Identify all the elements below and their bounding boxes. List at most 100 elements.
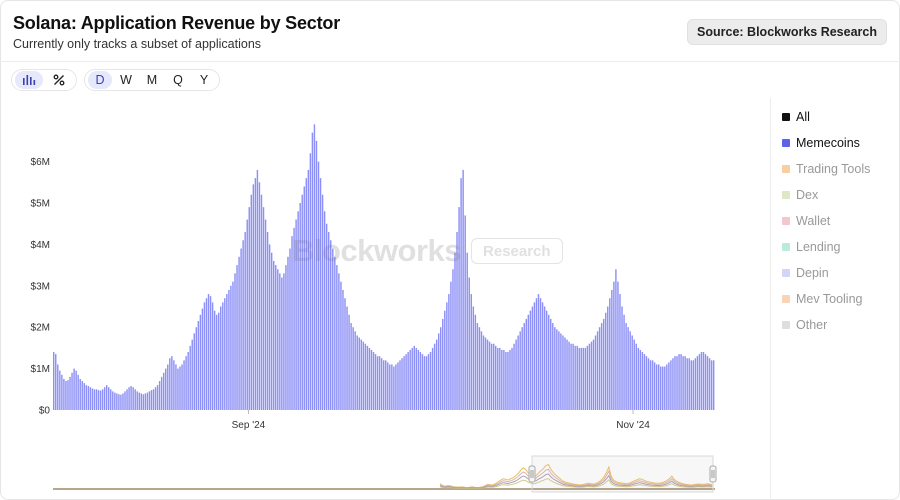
bar[interactable] [513, 343, 515, 410]
bar[interactable] [425, 356, 428, 410]
bar[interactable] [205, 298, 208, 410]
bar[interactable] [690, 360, 692, 410]
bar[interactable] [342, 289, 344, 410]
bar[interactable] [492, 343, 495, 410]
bar[interactable] [458, 207, 460, 410]
bar[interactable] [321, 194, 324, 410]
bar[interactable] [649, 360, 652, 410]
bar[interactable] [311, 132, 314, 410]
bar[interactable] [260, 194, 263, 410]
bar[interactable] [605, 312, 607, 410]
bar[interactable] [657, 364, 660, 410]
bar[interactable] [270, 252, 273, 410]
bar[interactable] [617, 281, 619, 410]
bar[interactable] [660, 366, 662, 410]
bar[interactable] [268, 244, 271, 410]
bar[interactable] [110, 389, 112, 410]
bar[interactable] [574, 345, 576, 410]
bar[interactable] [193, 333, 195, 410]
percent-button[interactable] [45, 71, 73, 89]
bar[interactable] [250, 194, 253, 410]
bar[interactable] [456, 231, 458, 410]
bar[interactable] [609, 298, 611, 410]
bar[interactable] [238, 256, 240, 410]
bar[interactable] [566, 339, 568, 410]
bar[interactable] [578, 347, 580, 410]
bar[interactable] [460, 178, 462, 410]
bar[interactable] [501, 349, 503, 410]
bar[interactable] [541, 302, 544, 410]
bar[interactable] [710, 360, 713, 410]
navigator-left-handle[interactable] [528, 465, 536, 483]
bar[interactable] [568, 341, 570, 410]
bar[interactable] [497, 347, 499, 410]
bar[interactable] [543, 306, 546, 411]
bar[interactable] [466, 252, 468, 410]
bar[interactable] [533, 302, 536, 410]
bar[interactable] [507, 352, 509, 410]
bar[interactable] [138, 392, 140, 410]
bar[interactable] [75, 370, 77, 410]
bar[interactable] [592, 339, 595, 410]
bar[interactable] [272, 260, 275, 410]
bar[interactable] [476, 323, 479, 410]
bar[interactable] [678, 354, 680, 410]
bar[interactable] [79, 378, 81, 410]
legend-item-other[interactable]: Other [782, 312, 870, 338]
bar[interactable] [360, 339, 363, 410]
source-button[interactable]: Source: Blockworks Research [687, 19, 887, 45]
bar[interactable] [112, 391, 114, 410]
bar[interactable] [277, 269, 279, 410]
range-button-q[interactable]: Q [173, 73, 183, 87]
bar[interactable] [325, 223, 328, 410]
bar[interactable] [142, 394, 145, 410]
bar[interactable] [211, 302, 214, 410]
bar[interactable] [374, 354, 377, 410]
bar[interactable] [309, 153, 312, 410]
bar[interactable] [708, 358, 711, 410]
bar[interactable] [490, 343, 493, 410]
bar[interactable] [570, 343, 572, 410]
bar[interactable] [411, 347, 413, 410]
bar[interactable] [232, 281, 234, 410]
bar[interactable] [509, 349, 511, 410]
bar[interactable] [545, 310, 548, 410]
bar[interactable] [287, 256, 289, 410]
bar[interactable] [668, 362, 670, 410]
bar[interactable] [572, 343, 574, 410]
bar[interactable] [240, 248, 242, 410]
bar[interactable] [114, 392, 116, 410]
bar[interactable] [116, 393, 118, 410]
bar[interactable] [73, 368, 75, 410]
bar[interactable] [643, 354, 646, 410]
bar[interactable] [621, 306, 623, 411]
bar[interactable] [122, 393, 124, 410]
bar[interactable] [83, 383, 85, 410]
bar[interactable] [446, 302, 448, 410]
bar[interactable] [134, 389, 136, 410]
bar[interactable] [234, 273, 236, 410]
bar[interactable] [295, 219, 297, 410]
bar[interactable] [63, 378, 65, 410]
bar[interactable] [77, 374, 79, 410]
bar[interactable] [666, 364, 668, 410]
bar[interactable] [397, 362, 399, 410]
bar[interactable] [387, 362, 389, 410]
bar[interactable] [297, 211, 299, 410]
bar[interactable] [281, 277, 283, 410]
bar[interactable] [332, 248, 334, 410]
bar[interactable] [330, 240, 332, 410]
bar[interactable] [662, 366, 664, 410]
bar[interactable] [607, 306, 609, 411]
bar[interactable] [633, 339, 635, 410]
bar[interactable] [144, 393, 147, 410]
bar[interactable] [440, 327, 442, 410]
bar[interactable] [401, 358, 403, 410]
bar[interactable] [537, 294, 540, 410]
bar[interactable] [362, 341, 365, 410]
bar[interactable] [89, 387, 92, 410]
bar[interactable] [370, 349, 373, 410]
bar[interactable] [619, 294, 621, 410]
bar[interactable] [645, 356, 648, 410]
legend-item-wallet[interactable]: Wallet [782, 208, 870, 234]
